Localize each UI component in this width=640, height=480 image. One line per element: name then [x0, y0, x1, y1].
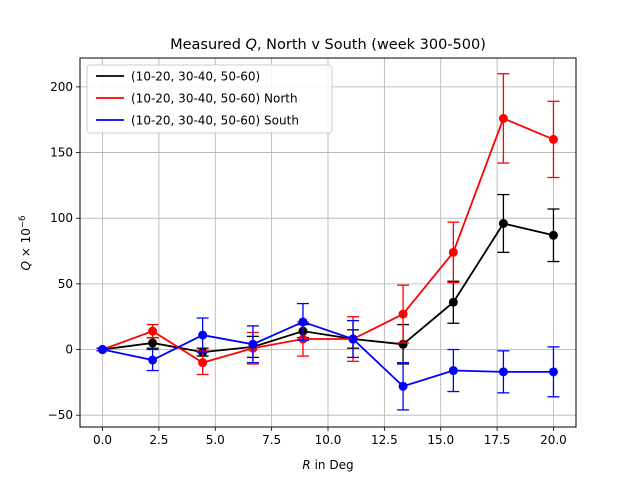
y-axis-title: Q × 10−6: [18, 216, 33, 271]
data-point: [448, 247, 458, 257]
x-tick-label: 20.0: [540, 433, 567, 447]
legend-label: (10-20, 30-40, 50-60) North: [131, 92, 298, 106]
data-point: [148, 355, 158, 365]
series-line: [102, 320, 554, 388]
y-tick-label: 200: [50, 80, 73, 94]
x-axis-title: R in Deg: [302, 458, 353, 472]
data-point: [448, 366, 458, 376]
data-point: [148, 338, 158, 348]
y-tick-label: 150: [50, 146, 73, 160]
data-point: [98, 345, 108, 355]
data-point: [248, 339, 258, 349]
data-point: [548, 230, 558, 240]
data-point: [398, 309, 408, 319]
chart-title: Measured Q, North v South (week 300-500): [170, 37, 486, 53]
plot-series: [96, 73, 560, 411]
data-point: [198, 330, 208, 340]
x-tick-label: 2.5: [149, 433, 168, 447]
legend-label: (10-20, 30-40, 50-60): [131, 70, 260, 84]
x-tick-label: 5.0: [206, 433, 225, 447]
series-2: [96, 302, 560, 411]
axis-ticks: 0.0 2.5 5.0 7.5 10.0 12.5 15.0 17.5 20.0 −50 0 50 10…: [48, 80, 567, 447]
y-tick-label: 50: [58, 277, 73, 291]
x-tick-label: 17.5: [484, 433, 511, 447]
data-point: [298, 317, 308, 327]
data-point: [498, 113, 508, 123]
legend: (10-20, 30-40, 50-60) (10-20, 30-40, 50-6…: [86, 64, 333, 134]
data-point: [198, 358, 208, 368]
y-tick-label: 0: [65, 343, 73, 357]
data-point: [148, 326, 158, 336]
x-tick-label: 12.5: [371, 433, 398, 447]
data-point: [398, 381, 408, 391]
data-point: [448, 297, 458, 307]
data-point: [548, 367, 558, 377]
data-point: [498, 218, 508, 228]
x-tick-label: 7.5: [262, 433, 281, 447]
x-tick-label: 15.0: [427, 433, 454, 447]
x-tick-label: 10.0: [315, 433, 342, 447]
x-tick-label: 0.0: [93, 433, 112, 447]
y-tick-label: −50: [48, 408, 73, 422]
data-point: [498, 367, 508, 377]
data-point: [398, 339, 408, 349]
data-point: [548, 134, 558, 144]
y-tick-label: 100: [50, 211, 73, 225]
legend-label: (10-20, 30-40, 50-60) South: [131, 114, 299, 128]
legend-box: [86, 64, 333, 134]
data-point: [348, 334, 358, 344]
